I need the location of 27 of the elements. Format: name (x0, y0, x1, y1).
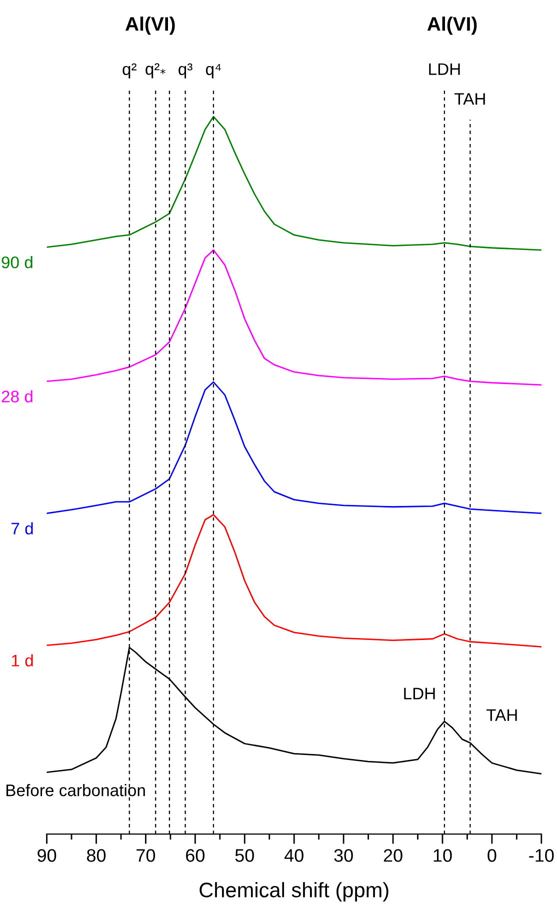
x-tick-label: 0 (488, 849, 496, 862)
ref-line-label: LDH (429, 63, 460, 75)
x-tick-label: -10 (529, 849, 554, 862)
text: Al(VI) (427, 16, 477, 35)
text: Al(VI) (125, 16, 175, 35)
ref-line-label: q² (122, 63, 136, 78)
x-tick-label: 90 (38, 849, 56, 862)
x-tick-label: 60 (186, 849, 205, 862)
x-tick-label: 30 (334, 849, 353, 862)
annotation: TAH (486, 709, 517, 721)
annotation: LDH (404, 688, 435, 700)
ref-line-label: q³ (178, 63, 192, 78)
series-label: 7 d (12, 522, 33, 534)
series-label: 28 d (2, 390, 32, 402)
x-tick-label: 20 (384, 849, 402, 862)
ref-line-label: TAH (454, 93, 485, 105)
series-label: 90 d (2, 256, 32, 268)
ref-line-label: q²$_{*}$ (146, 63, 166, 78)
ref-line-label: q⁴ (206, 64, 221, 78)
x-axis-title: Chemical shift (ppm) (200, 882, 388, 902)
x-tick-label: 40 (284, 849, 304, 862)
series-label: Before carbonation (6, 784, 145, 796)
series-label: 1 d (12, 654, 33, 666)
x-tick-label: 10 (434, 849, 452, 862)
x-tick-label: 70 (136, 849, 156, 862)
x-tick-label: 50 (235, 849, 254, 862)
x-tick-label: 80 (86, 849, 106, 862)
